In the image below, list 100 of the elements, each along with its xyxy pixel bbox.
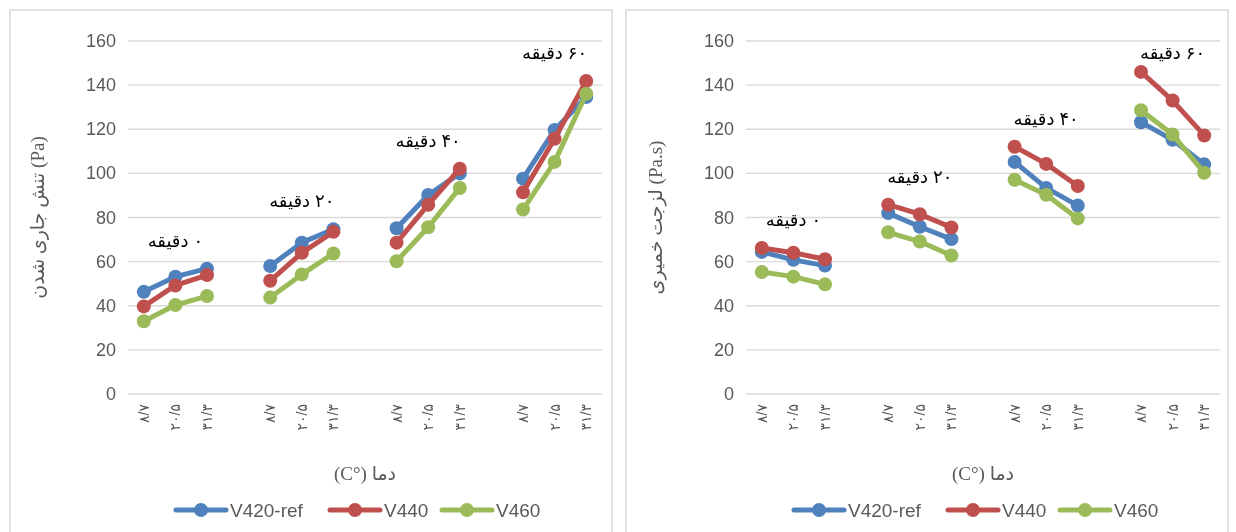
point	[389, 254, 404, 269]
legend-label: V420-ref	[848, 500, 922, 521]
point	[452, 161, 467, 176]
y-tick-label: 120	[703, 119, 734, 140]
point	[1039, 187, 1054, 202]
point	[168, 278, 183, 293]
y-tick-label: 140	[703, 75, 734, 96]
point	[1007, 172, 1022, 187]
x-tick-label: ۲۰/۵	[420, 404, 437, 431]
point	[944, 248, 959, 263]
point	[200, 289, 214, 304]
y-tick-label: 40	[95, 295, 116, 316]
point	[516, 202, 530, 217]
y-tick-label: 0	[105, 384, 116, 404]
point	[818, 277, 832, 292]
legend-label: V460	[496, 500, 541, 521]
y-tick-label: 100	[703, 163, 734, 184]
y-tick-label: 160	[85, 31, 116, 51]
x-tick-label: ۸/۷	[135, 403, 152, 423]
point	[263, 290, 278, 305]
point	[881, 225, 896, 240]
x-tick-label: ۳۱/۳	[325, 403, 342, 431]
point	[263, 273, 278, 288]
point	[547, 154, 562, 169]
y-tick-label: 0	[723, 384, 734, 404]
point	[516, 185, 530, 200]
point	[136, 314, 151, 329]
x-tick-label: ۲۰/۵	[293, 404, 310, 431]
point	[579, 86, 594, 101]
point	[786, 245, 801, 260]
y-tick-label: 100	[85, 163, 116, 184]
y-tick-label: 20	[713, 339, 734, 360]
point	[912, 219, 927, 234]
point	[1134, 64, 1148, 79]
point	[1165, 93, 1180, 108]
x-tick-label: ۲۰/۵	[546, 404, 563, 431]
point	[579, 73, 594, 88]
x-tick-label: ۳۱/۳	[1196, 403, 1213, 431]
x-tick-label: ۸/۷	[880, 403, 897, 423]
point	[754, 240, 769, 255]
point	[1007, 154, 1022, 169]
point	[200, 268, 214, 283]
point	[1134, 115, 1148, 130]
legend-label: V440	[384, 500, 429, 521]
y-tick-label: 140	[85, 75, 116, 96]
point	[944, 232, 959, 247]
x-tick-label: ۲۰/۵	[1164, 404, 1181, 431]
x-tick-label: ۳۱/۳	[943, 403, 960, 431]
point	[881, 197, 896, 212]
point	[1070, 178, 1085, 193]
point	[452, 180, 467, 195]
point	[1197, 128, 1212, 143]
legend-label: V460	[1114, 500, 1159, 521]
x-tick-label: ۲۰/۵	[167, 404, 184, 431]
point	[1197, 165, 1212, 180]
annotation: ۰ دقیقه	[765, 209, 822, 230]
annotation: ۲۰ دقیقه	[269, 191, 335, 212]
annotation: ۶۰ دقیقه	[1140, 43, 1206, 63]
point	[944, 220, 959, 235]
point	[136, 299, 151, 314]
y-tick-label: 20	[95, 339, 116, 360]
point	[421, 197, 436, 212]
x-tick-label: ۳۱/۳	[451, 403, 468, 431]
point	[912, 207, 927, 222]
annotation: ۰ دقیقه	[147, 230, 204, 251]
x-tick-label: ۸/۷	[753, 403, 770, 423]
point	[389, 221, 404, 236]
legend-label: V440	[1002, 500, 1047, 521]
point	[168, 298, 183, 313]
point	[1134, 103, 1148, 118]
annotation: ۶۰ دقیقه	[522, 43, 588, 63]
x-tick-label: ۳۱/۳	[199, 403, 215, 431]
annotation: ۴۰ دقیقه	[1013, 108, 1079, 129]
x-tick-label: ۸/۷	[515, 403, 531, 423]
point	[547, 131, 562, 146]
x-tick-label: ۳۱/۳	[817, 403, 833, 431]
x-axis-title: دما (°C)	[333, 463, 397, 485]
x-tick-label: ۸/۷	[1006, 403, 1023, 423]
point	[786, 269, 801, 284]
x-tick-label: ۸/۷	[262, 403, 279, 423]
y-tick-label: 120	[85, 119, 116, 140]
x-tick-label: ۸/۷	[388, 403, 405, 423]
point	[294, 245, 309, 260]
x-tick-label: ۸/۷	[1133, 403, 1149, 423]
point	[136, 284, 151, 299]
x-tick-label: ۳۱/۳	[1069, 403, 1086, 431]
y-tick-label: 60	[95, 251, 116, 272]
point	[1039, 156, 1054, 171]
point	[389, 235, 404, 250]
y-tick-label: 160	[703, 31, 734, 51]
point	[263, 259, 278, 274]
annotation: ۴۰ دقیقه	[395, 130, 461, 151]
point	[754, 264, 769, 279]
y-tick-label: 60	[713, 251, 734, 272]
x-tick-label: ۲۰/۵	[911, 404, 928, 431]
y-tick-label: 80	[713, 207, 734, 228]
x-tick-label: ۲۰/۵	[785, 404, 802, 431]
point	[1070, 198, 1085, 213]
point	[912, 234, 927, 249]
x-tick-label: ۲۰/۵	[1038, 404, 1055, 431]
